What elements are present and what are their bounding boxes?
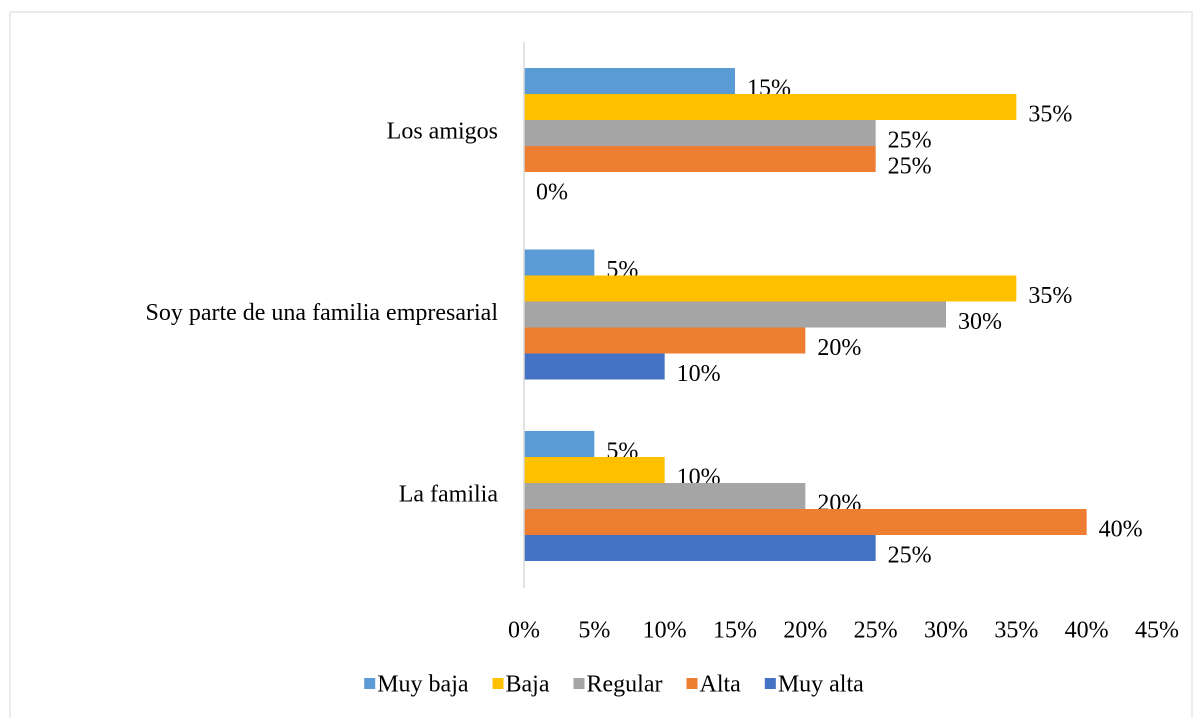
bar — [524, 483, 806, 509]
bar — [524, 353, 665, 380]
x-tick-label: 25% — [854, 618, 898, 644]
bar — [524, 249, 595, 276]
category-label: Soy parte de una familia empresarial — [145, 300, 498, 326]
legend-label: Baja — [506, 672, 550, 698]
data-label: 25% — [888, 543, 932, 569]
bar — [524, 431, 595, 457]
bar — [524, 68, 735, 94]
x-tick-label: 40% — [1065, 618, 1109, 644]
x-tick-label: 20% — [783, 618, 827, 644]
legend-label: Regular — [587, 672, 663, 698]
legend-swatch — [492, 678, 504, 689]
bar — [524, 301, 946, 328]
bar — [524, 146, 876, 172]
legend-swatch — [364, 678, 376, 689]
bar — [524, 509, 1087, 535]
x-tick-label: 45% — [1135, 618, 1179, 644]
legend-swatch — [686, 678, 698, 689]
data-label: 25% — [888, 154, 932, 180]
x-tick-label: 0% — [508, 618, 540, 644]
bar — [524, 535, 876, 561]
data-label: 20% — [817, 335, 861, 361]
bar — [524, 94, 1017, 120]
data-label: 10% — [677, 361, 721, 387]
data-label: 35% — [1028, 283, 1072, 309]
bar — [524, 120, 876, 146]
data-label: 35% — [1028, 102, 1072, 128]
x-tick-label: 30% — [924, 618, 968, 644]
x-tick-label: 10% — [643, 618, 687, 644]
x-tick-label: 5% — [578, 618, 610, 644]
data-label: 30% — [958, 309, 1002, 335]
legend-label: Muy alta — [778, 672, 864, 698]
bar — [524, 275, 1017, 302]
x-tick-label: 15% — [713, 618, 757, 644]
bar — [524, 327, 806, 354]
legend-label: Alta — [699, 672, 741, 698]
data-label: 40% — [1099, 517, 1143, 543]
bar — [524, 457, 665, 483]
category-label: La familia — [399, 482, 499, 508]
legend-label: Muy baja — [377, 672, 469, 698]
legend-swatch — [573, 678, 585, 689]
legend-swatch — [764, 678, 776, 689]
data-label: 25% — [888, 128, 932, 154]
x-tick-label: 35% — [994, 618, 1038, 644]
category-label: Los amigos — [387, 119, 498, 145]
data-label: 0% — [536, 180, 568, 206]
